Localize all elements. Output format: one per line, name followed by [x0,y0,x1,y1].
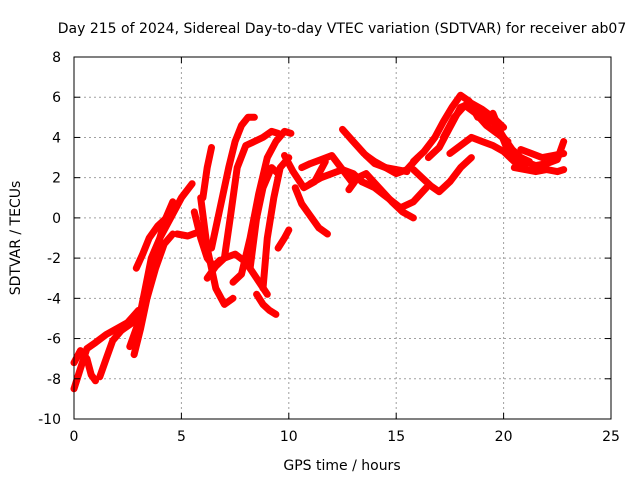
series-track-17 [259,154,293,292]
y-tick-label: -2 [47,251,61,267]
grid [74,57,611,419]
series-track-9 [197,194,237,308]
series-track-7 [173,228,203,240]
y-tick-label: 4 [52,130,61,146]
y-tick-label: 2 [52,171,61,187]
series-track-6 [132,214,170,272]
y-tick-label: -6 [47,332,61,348]
x-tick-label: 20 [495,429,513,445]
series-track-12 [208,113,258,252]
y-tick-label: 6 [52,90,61,106]
series-track-28 [409,91,482,166]
x-axis-label: GPS time / hours [283,458,400,474]
series-track-25 [358,178,430,212]
y-tick-label: -8 [47,372,61,388]
y-axis-label: SDTVAR / TECUs [8,181,24,296]
series-track-27 [409,154,475,196]
data-series [70,91,568,393]
series-track-16 [253,290,280,318]
chart-title: Day 215 of 2024, Sidereal Day-to-day VTE… [58,21,627,37]
series-track-18 [274,226,293,252]
series-track-11 [203,250,271,298]
x-tick-label: 0 [70,429,79,445]
plot-frame [73,56,612,420]
series-track-20 [291,184,331,238]
y-tick-label: -10 [38,412,61,428]
y-tick-label: 0 [52,211,61,227]
y-tick-label: -4 [47,291,61,307]
series-track-33 [489,109,525,170]
series-track-34 [510,164,568,176]
series-track-36 [521,138,568,170]
series-track-13 [220,127,282,262]
series-track-14 [229,127,295,286]
series-track-15 [246,164,282,272]
y-tick-label: 8 [52,50,61,66]
series-track-22 [306,166,366,188]
series-track-26 [362,152,422,178]
series-track-10 [199,144,215,202]
axis-ticks: 0 5 10 15 20 25 -10 -8 -6 -4 -2 0 2 4 6 8 [38,50,620,445]
x-tick-label: 10 [280,429,298,445]
x-tick-label: 15 [387,429,405,445]
series-track-5 [130,230,177,359]
x-tick-label: 5 [177,429,186,445]
series-track-19 [281,152,329,192]
x-tick-label: 25 [602,429,620,445]
